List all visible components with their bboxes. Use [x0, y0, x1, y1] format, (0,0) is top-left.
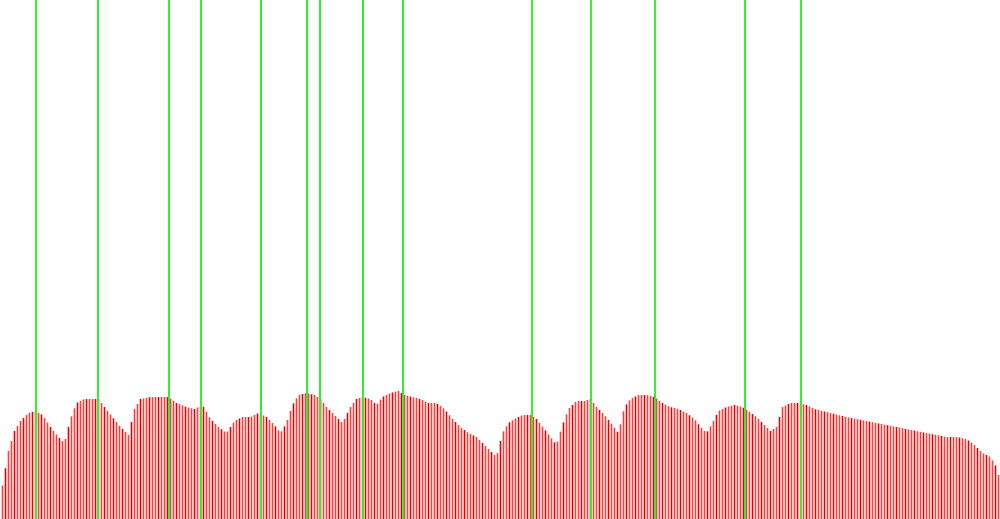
marker-lines	[35, 0, 802, 519]
waveform-bars	[1, 391, 1000, 519]
